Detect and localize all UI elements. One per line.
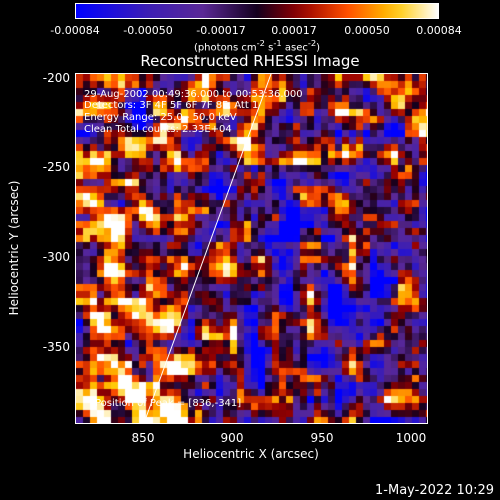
timestamp: 1-May-2022 10:29: [375, 483, 494, 498]
colorbar-tick-2: -0.00050: [123, 24, 173, 37]
colorbar-tick-1: -0.00084: [50, 24, 100, 37]
plot-title: Reconstructed RHESSI Image: [140, 52, 360, 70]
x-tick-label: 900: [220, 431, 244, 445]
annotation-detectors: Detectors: 3F 4F 5F 6F 7F 8F, Att 1: [84, 100, 259, 111]
units-exp: -1: [273, 38, 282, 48]
x-tick-label: 950: [310, 431, 334, 445]
colorbar-tick-3: -0.00017: [196, 24, 246, 37]
annotation-time: 29-Aug-2002 00:49:36.000 to 00:53:36.000: [84, 89, 303, 100]
annotation-peak: Position of Peak = [836,-341]: [95, 398, 242, 409]
solar-limb-line: [143, 74, 272, 423]
units-part: ): [316, 42, 321, 54]
annotation-clean: Clean Total counts: 2.33E+04: [84, 124, 232, 135]
y-tick-label: -300: [42, 250, 70, 264]
units-part: s: [264, 42, 274, 54]
y-tick-label: -200: [42, 71, 70, 85]
y-tick-label: -350: [42, 340, 70, 354]
colorbar: [75, 3, 439, 19]
reconstructed-image: [76, 74, 427, 423]
x-axis-label: Heliocentric X (arcsec): [183, 447, 319, 461]
limb-overlay: [143, 74, 272, 423]
units-exp: -2: [256, 38, 265, 48]
colorbar-tick-6: 0.00084: [416, 24, 462, 37]
units-exp: -2: [307, 38, 317, 48]
image-plot: 29-Aug-2002 00:49:36.000 to 00:53:36.000…: [75, 73, 428, 424]
units-part: (photons cm: [193, 42, 257, 54]
colorbar-units: (photons cm-2 s-1 asec-2): [194, 38, 320, 53]
colorbar-tick-4: 0.00017: [271, 24, 317, 37]
x-tick-label: 850: [131, 431, 155, 445]
annotation-energy: Energy Range: 25.0 - 50.0 keV: [84, 112, 237, 123]
y-axis-label: Heliocentric Y (arcsec): [7, 180, 21, 316]
colorbar-tick-5: 0.00050: [344, 24, 390, 37]
units-part: asec: [281, 42, 308, 54]
y-tick-label: -250: [42, 160, 70, 174]
x-tick-label: 1000: [395, 431, 427, 445]
